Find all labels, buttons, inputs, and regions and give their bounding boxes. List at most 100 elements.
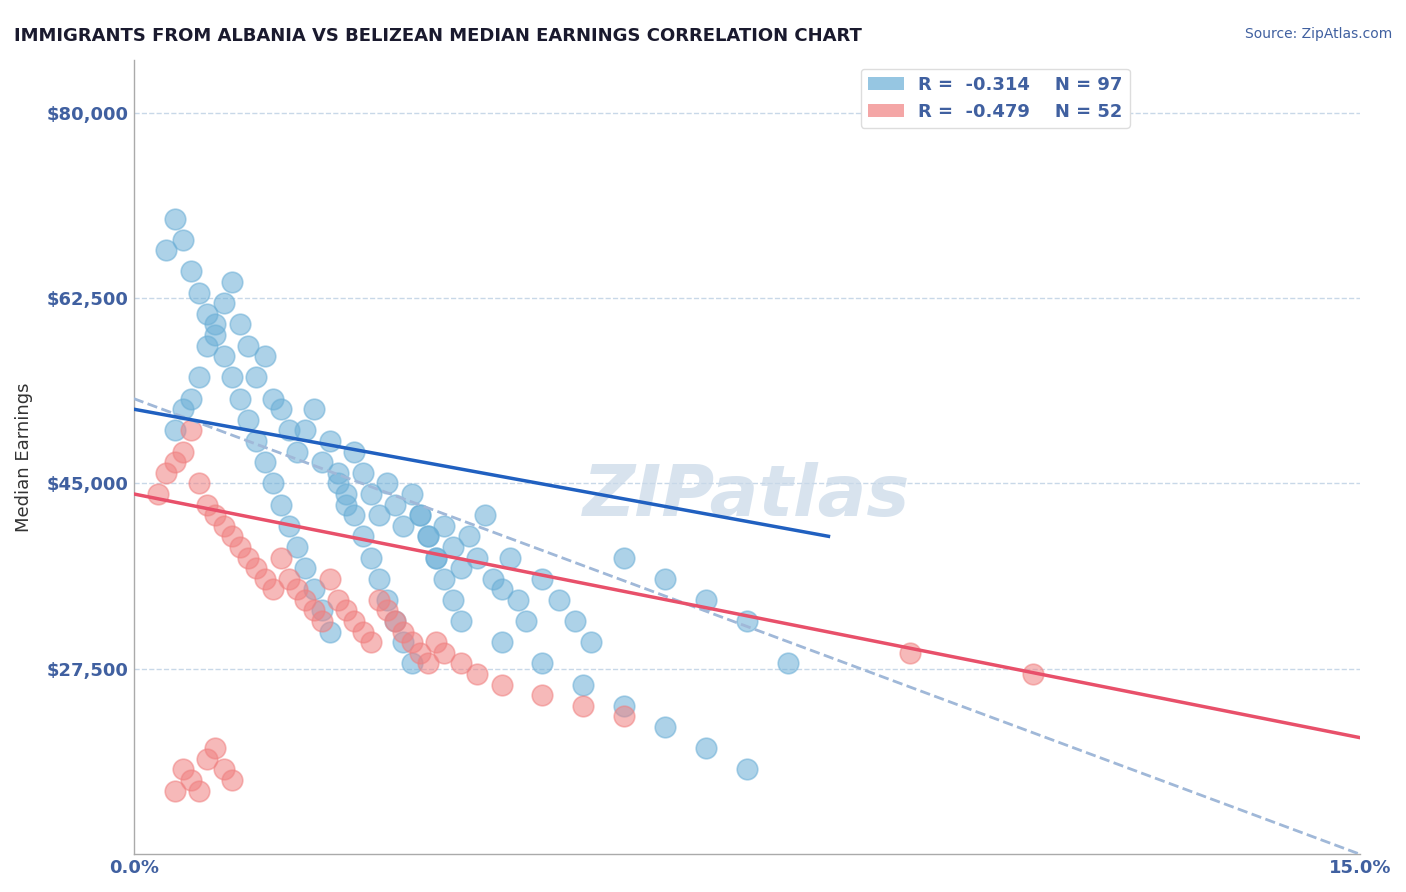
- blue: [188, 370, 211, 384]
- pink: [148, 487, 170, 501]
- pink: [343, 614, 366, 628]
- blue: [238, 413, 260, 427]
- blue: [253, 455, 276, 469]
- pink: [319, 572, 342, 586]
- pink: [392, 624, 415, 639]
- blue: [613, 698, 636, 713]
- pink: [278, 572, 301, 586]
- pink: [172, 444, 194, 458]
- blue: [172, 402, 194, 417]
- pink: [401, 635, 423, 649]
- blue: [441, 593, 464, 607]
- blue: [409, 508, 432, 523]
- blue: [221, 370, 243, 384]
- blue: [482, 572, 505, 586]
- blue: [499, 550, 522, 565]
- pink: [898, 646, 921, 660]
- blue: [375, 593, 398, 607]
- blue: [163, 211, 186, 226]
- pink: [416, 657, 439, 671]
- blue: [515, 614, 537, 628]
- blue: [531, 572, 554, 586]
- blue: [401, 487, 423, 501]
- blue: [285, 444, 308, 458]
- pink: [180, 423, 202, 437]
- pink: [253, 572, 276, 586]
- blue: [375, 476, 398, 491]
- pink: [425, 635, 447, 649]
- blue: [319, 434, 342, 448]
- blue: [343, 508, 366, 523]
- blue: [195, 338, 218, 352]
- blue: [776, 657, 799, 671]
- pink: [491, 678, 513, 692]
- blue: [262, 476, 284, 491]
- blue: [253, 349, 276, 363]
- blue: [409, 508, 432, 523]
- pink: [204, 508, 226, 523]
- blue: [368, 508, 391, 523]
- pink: [212, 518, 235, 533]
- blue: [654, 720, 676, 734]
- pink: [572, 698, 595, 713]
- blue: [335, 498, 357, 512]
- blue: [465, 550, 488, 565]
- blue: [311, 603, 333, 617]
- pink: [1022, 667, 1045, 681]
- pink: [163, 783, 186, 797]
- blue: [360, 550, 382, 565]
- blue: [302, 582, 325, 597]
- pink: [311, 614, 333, 628]
- blue: [229, 392, 252, 406]
- blue: [433, 518, 456, 533]
- blue: [262, 392, 284, 406]
- pink: [270, 550, 292, 565]
- blue: [474, 508, 496, 523]
- pink: [188, 476, 211, 491]
- pink: [375, 603, 398, 617]
- blue: [457, 529, 479, 543]
- Legend: R =  -0.314    N = 97, R =  -0.479    N = 52: R = -0.314 N = 97, R = -0.479 N = 52: [860, 69, 1130, 128]
- blue: [384, 614, 406, 628]
- blue: [238, 338, 260, 352]
- blue: [368, 572, 391, 586]
- blue: [172, 233, 194, 247]
- Y-axis label: Median Earnings: Median Earnings: [15, 382, 32, 532]
- pink: [352, 624, 374, 639]
- pink: [195, 752, 218, 766]
- blue: [425, 550, 447, 565]
- blue: [204, 318, 226, 332]
- pink: [180, 772, 202, 787]
- pink: [360, 635, 382, 649]
- blue: [581, 635, 603, 649]
- pink: [409, 646, 432, 660]
- blue: [735, 763, 758, 777]
- blue: [180, 264, 202, 278]
- blue: [416, 529, 439, 543]
- blue: [654, 572, 676, 586]
- pink: [326, 593, 349, 607]
- pink: [433, 646, 456, 660]
- pink: [221, 772, 243, 787]
- blue: [564, 614, 586, 628]
- blue: [180, 392, 202, 406]
- blue: [285, 540, 308, 554]
- blue: [245, 370, 267, 384]
- pink: [155, 466, 177, 480]
- blue: [343, 444, 366, 458]
- blue: [433, 572, 456, 586]
- blue: [294, 561, 316, 575]
- blue: [212, 349, 235, 363]
- blue: [441, 540, 464, 554]
- blue: [163, 423, 186, 437]
- pink: [465, 667, 488, 681]
- blue: [195, 307, 218, 321]
- blue: [572, 678, 595, 692]
- blue: [450, 561, 472, 575]
- blue: [401, 657, 423, 671]
- blue: [695, 593, 717, 607]
- blue: [352, 529, 374, 543]
- blue: [547, 593, 569, 607]
- Text: ZIPatlas: ZIPatlas: [583, 462, 911, 531]
- pink: [221, 529, 243, 543]
